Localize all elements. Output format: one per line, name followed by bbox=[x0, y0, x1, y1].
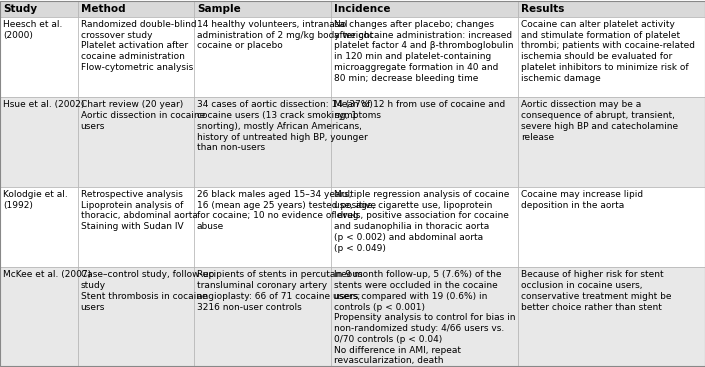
Text: Chart review (20 year)
Aortic dissection in cocaine
users: Chart review (20 year) Aortic dissection… bbox=[80, 101, 204, 131]
Bar bbox=[331, 268, 518, 366]
Text: Cocaine may increase lipid
deposition in the aorta: Cocaine may increase lipid deposition in… bbox=[521, 190, 643, 210]
Text: In 9 month follow-up, 5 (7.6%) of the
stents were occluded in the cocaine
users : In 9 month follow-up, 5 (7.6%) of the st… bbox=[334, 270, 516, 366]
Bar bbox=[78, 187, 194, 268]
Text: Sample: Sample bbox=[197, 4, 240, 14]
Text: McKee et al. (2007): McKee et al. (2007) bbox=[3, 270, 91, 279]
Bar bbox=[0, 187, 78, 268]
Bar bbox=[78, 268, 194, 366]
Text: Case–control study, follow-up
study
Stent thrombosis in cocaine
users: Case–control study, follow-up study Sten… bbox=[80, 270, 214, 312]
Text: Randomized double-blind
crossover study
Platelet activation after
cocaine admini: Randomized double-blind crossover study … bbox=[80, 20, 196, 72]
Text: Method: Method bbox=[80, 4, 125, 14]
Bar bbox=[194, 17, 331, 98]
Bar bbox=[518, 268, 705, 366]
Bar bbox=[0, 98, 78, 187]
Text: 26 black males aged 15–34 years;
16 (mean age 25 years) tested positive
for coca: 26 black males aged 15–34 years; 16 (mea… bbox=[197, 190, 376, 231]
Bar bbox=[518, 187, 705, 268]
Bar bbox=[0, 1, 78, 17]
Text: Heesch et al.
(2000): Heesch et al. (2000) bbox=[3, 20, 62, 40]
Text: Multiple regression analysis of cocaine
use, age, cigarette use, lipoprotein
lev: Multiple regression analysis of cocaine … bbox=[334, 190, 510, 253]
Bar bbox=[331, 98, 518, 187]
Text: Results: Results bbox=[521, 4, 565, 14]
Text: Retrospective analysis
Lipoprotein analysis of
thoracic, abdominal aorta
Stainin: Retrospective analysis Lipoprotein analy… bbox=[80, 190, 197, 231]
Bar bbox=[0, 17, 78, 98]
Bar bbox=[518, 98, 705, 187]
Bar bbox=[78, 17, 194, 98]
Bar bbox=[78, 1, 194, 17]
Text: Because of higher risk for stent
occlusion in cocaine users,
conservative treatm: Because of higher risk for stent occlusi… bbox=[521, 270, 672, 312]
Text: Cocaine can alter platelet activity
and stimulate formation of platelet
thrombi;: Cocaine can alter platelet activity and … bbox=[521, 20, 695, 83]
Text: Aortic dissection may be a
consequence of abrupt, transient,
severe high BP and : Aortic dissection may be a consequence o… bbox=[521, 101, 678, 142]
Bar bbox=[518, 17, 705, 98]
Text: Mean of 12 h from use of cocaine and
symptoms: Mean of 12 h from use of cocaine and sym… bbox=[334, 101, 505, 120]
Text: Study: Study bbox=[3, 4, 37, 14]
Text: Recipients of stents in percutaneous
transluminal coronary artery
angioplasty: 6: Recipients of stents in percutaneous tra… bbox=[197, 270, 362, 312]
Bar bbox=[194, 98, 331, 187]
Bar bbox=[331, 1, 518, 17]
Bar bbox=[194, 268, 331, 366]
Text: Kolodgie et al.
(1992): Kolodgie et al. (1992) bbox=[3, 190, 68, 210]
Text: No changes after placebo; changes
after cocaine administration: increased
platel: No changes after placebo; changes after … bbox=[334, 20, 514, 83]
Bar bbox=[78, 98, 194, 187]
Bar bbox=[331, 17, 518, 98]
Text: 34 cases of aortic dissection: 14 (37%)
cocaine users (13 crack smoking, 1
snort: 34 cases of aortic dissection: 14 (37%) … bbox=[197, 101, 373, 152]
Bar bbox=[194, 187, 331, 268]
Text: Incidence: Incidence bbox=[334, 4, 391, 14]
Bar bbox=[0, 268, 78, 366]
Text: Hsue et al. (2002): Hsue et al. (2002) bbox=[3, 101, 85, 109]
Text: 14 healthy volunteers, intranasal
administration of 2 mg/kg body weight
cocaine : 14 healthy volunteers, intranasal admini… bbox=[197, 20, 373, 51]
Bar bbox=[518, 1, 705, 17]
Bar bbox=[331, 187, 518, 268]
Bar bbox=[194, 1, 331, 17]
